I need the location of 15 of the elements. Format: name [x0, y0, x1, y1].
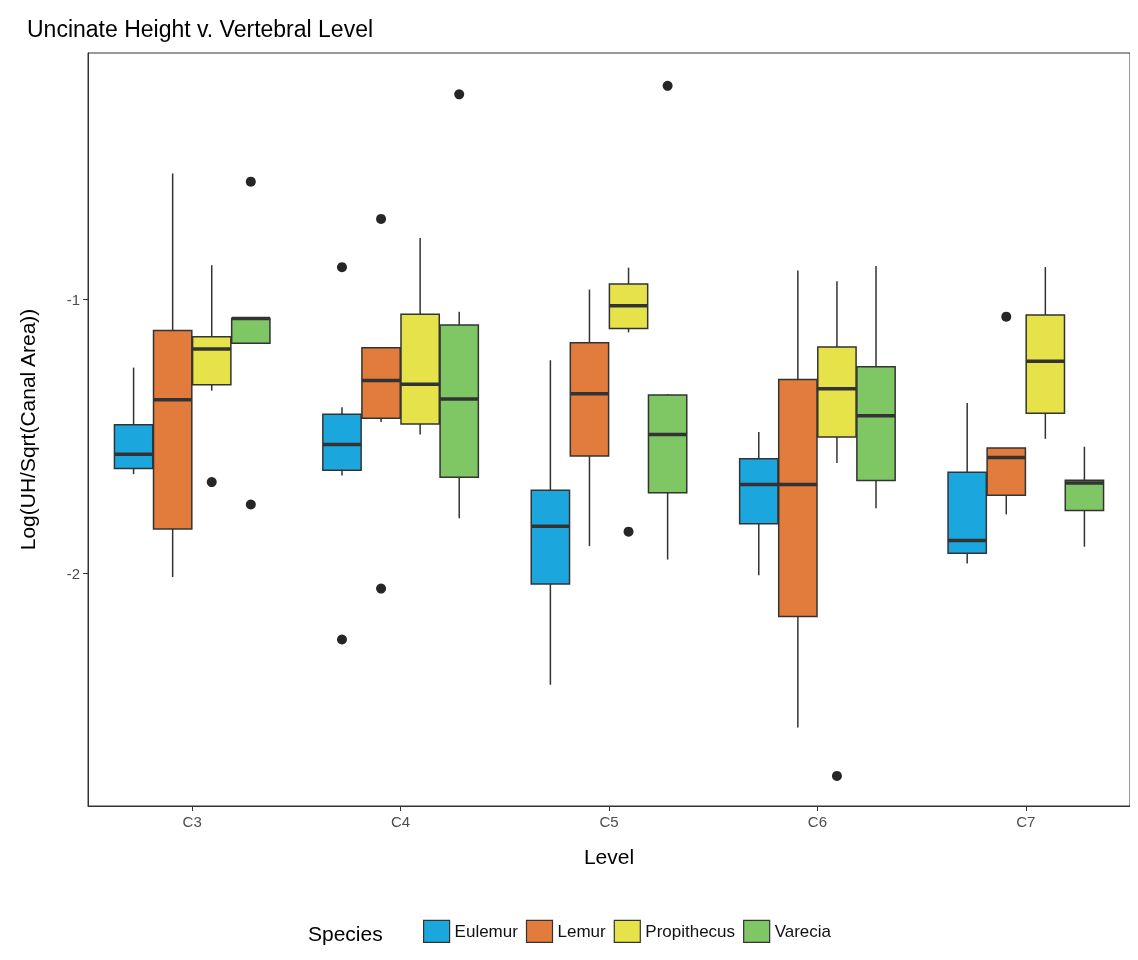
legend-label: Lemur: [557, 921, 607, 941]
y-axis-title: Log(UH/Sqrt(Canal Area)): [16, 308, 39, 551]
y-tick-label: -1: [66, 290, 80, 308]
x-tick-label: C6: [807, 813, 827, 830]
x-tick-label: C7: [1016, 813, 1036, 830]
legend-label: Varecia: [774, 921, 832, 941]
x-axis-title: Level: [583, 845, 635, 868]
legend-label: Propithecus: [645, 921, 736, 941]
x-tick-label: C3: [182, 813, 202, 830]
x-tick-label: C5: [599, 813, 619, 830]
x-tick-label: C4: [391, 813, 411, 830]
legend-label: Eulemur: [454, 921, 519, 941]
legend-title: Species: [308, 922, 383, 945]
y-tick-label: -2: [66, 564, 80, 582]
chart-title: Uncinate Height v. Vertebral Level: [27, 15, 374, 42]
